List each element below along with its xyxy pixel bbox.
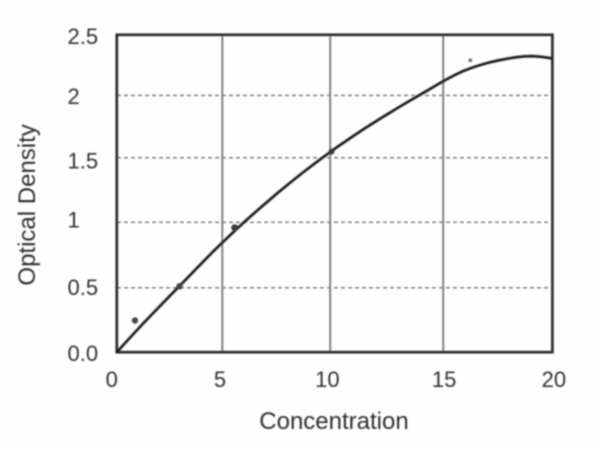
svg-text:15: 15 [432, 367, 456, 392]
svg-text:0.5: 0.5 [68, 275, 99, 300]
svg-text:Optical Density: Optical Density [14, 124, 41, 285]
svg-text:2.5: 2.5 [68, 24, 99, 49]
svg-text:Concentration: Concentration [259, 408, 408, 435]
svg-text:20: 20 [542, 367, 566, 392]
svg-text:2: 2 [68, 84, 80, 109]
svg-text:0.0: 0.0 [68, 341, 99, 366]
svg-text:10: 10 [315, 367, 339, 392]
svg-text:5: 5 [214, 367, 226, 392]
svg-text:1: 1 [68, 207, 80, 232]
svg-text:1.5: 1.5 [68, 149, 99, 174]
svg-text:0: 0 [106, 367, 118, 392]
